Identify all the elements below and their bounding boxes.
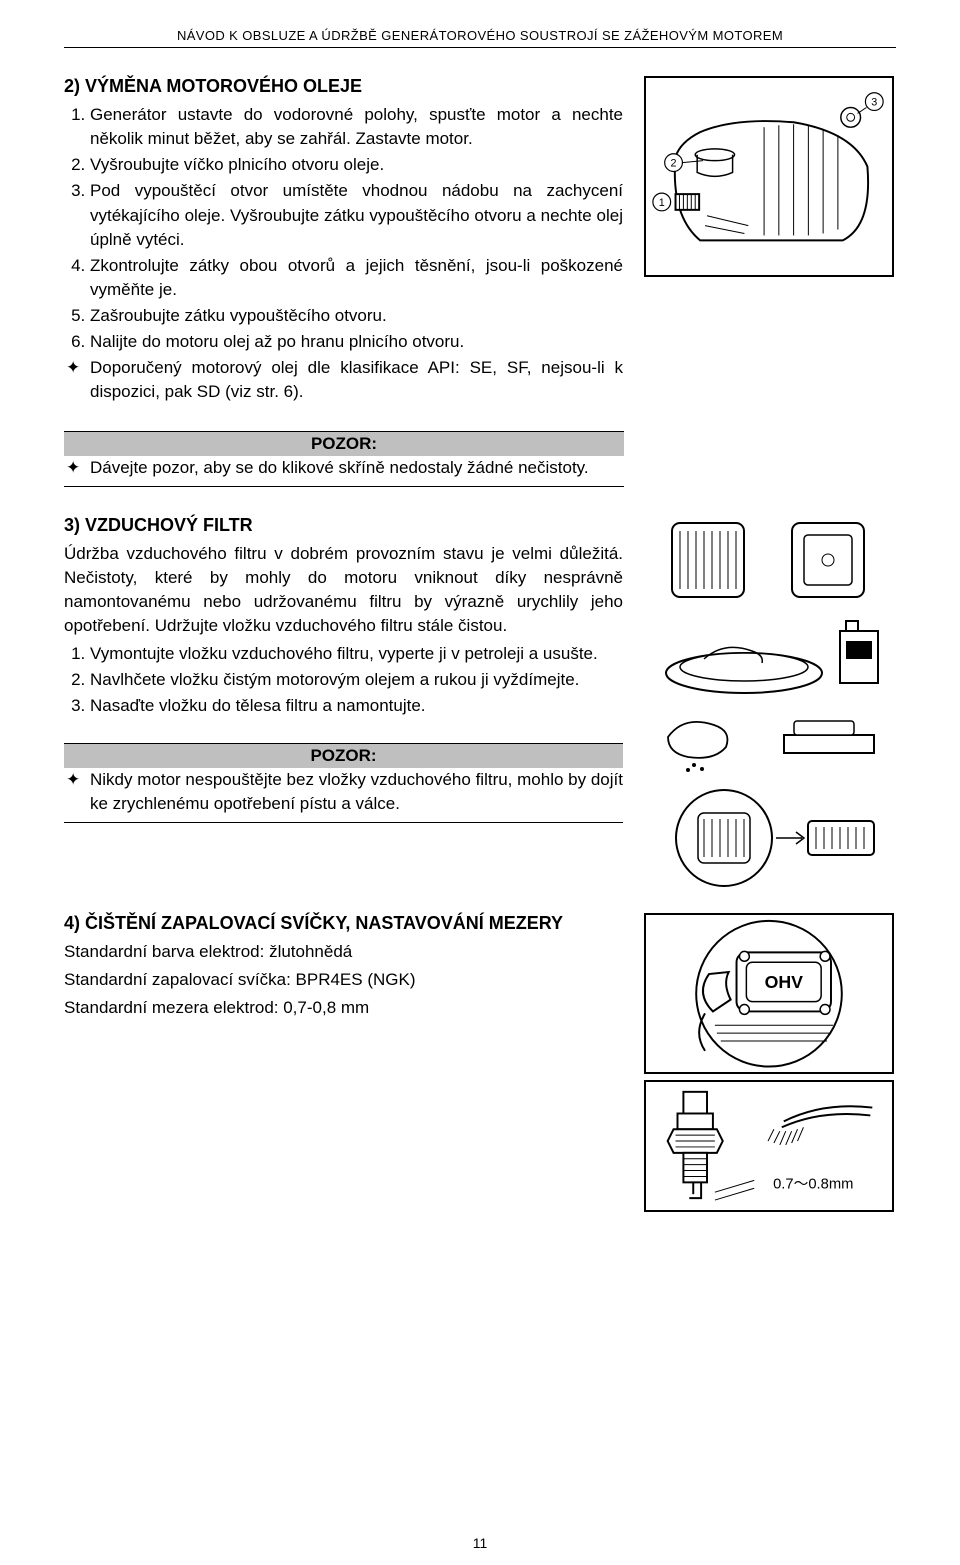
section-oil-change: 2) VÝMĚNA MOTOROVÉHO OLEJE Generátor ust… <box>64 76 896 407</box>
section2-item: Generátor ustavte do vodorovné polohy, s… <box>90 103 623 151</box>
pozor-block-1: POZOR: Dávejte pozor, aby se do klikové … <box>64 431 624 487</box>
section3-list: Vymontujte vložku vzduchového filtru, vy… <box>64 642 623 718</box>
section4-title: 4) ČIŠTĚNÍ ZAPALOVACÍ SVÍČKY, NASTAVOVÁN… <box>64 913 623 934</box>
pozor1-list: Dávejte pozor, aby se do klikové skříně … <box>64 456 624 480</box>
pozor-label-2: POZOR: <box>64 744 623 768</box>
air-filter-figure-4 <box>644 783 894 893</box>
section2-item: Vyšroubujte víčko plnicího otvoru oleje. <box>90 153 623 177</box>
section4-figures: OHV <box>641 913 896 1212</box>
running-header: NÁVOD K OBSLUZE A ÚDRŽBĚ GENERÁTOROVÉHO … <box>64 28 896 48</box>
section3-figures <box>641 515 896 893</box>
callout-2: 2 <box>670 158 676 170</box>
pozor2-text: Nikdy motor nespouštějte bez vložky vzdu… <box>90 768 623 816</box>
section4-line3: Standardní mezera elektrod: 0,7-0,8 mm <box>64 996 623 1020</box>
gap-dimension-label: 0.7～0.8mm <box>773 1176 853 1192</box>
spark-plug-engine-figure: OHV <box>644 913 894 1074</box>
page: NÁVOD K OBSLUZE A ÚDRŽBĚ GENERÁTOROVÉHO … <box>0 0 960 1565</box>
section-spark-plug: 4) ČIŠTĚNÍ ZAPALOVACÍ SVÍČKY, NASTAVOVÁN… <box>64 913 896 1212</box>
air-filter-figure-1 <box>644 515 894 605</box>
section4-text: 4) ČIŠTĚNÍ ZAPALOVACÍ SVÍČKY, NASTAVOVÁN… <box>64 913 623 1212</box>
oil-drain-figure: 1 2 3 <box>644 76 894 277</box>
section3-item: Navlhčete vložku čistým motorovým olejem… <box>90 668 623 692</box>
page-number: 11 <box>0 1535 960 1551</box>
section2-item: Zašroubujte zátku vypouštěcího otvoru. <box>90 304 623 328</box>
section2-item: Nalijte do motoru olej až po hranu plnic… <box>90 330 623 354</box>
air-filter-figure-2 <box>644 611 894 701</box>
section3-intro: Údržba vzduchového filtru v dobrém provo… <box>64 542 623 639</box>
section3-title: 3) VZDUCHOVÝ FILTR <box>64 515 623 536</box>
section2-item: Pod vypouštěcí otvor umístěte vhodnou ná… <box>90 179 623 251</box>
section2-text: 2) VÝMĚNA MOTOROVÉHO OLEJE Generátor ust… <box>64 76 623 407</box>
pozor-label: POZOR: <box>64 432 624 456</box>
section3-item: Nasaďte vložku do tělesa filtru a namont… <box>90 694 623 718</box>
callout-3: 3 <box>871 97 877 109</box>
section3-text: 3) VZDUCHOVÝ FILTR Údržba vzduchového fi… <box>64 515 623 893</box>
pozor2-list: Nikdy motor nespouštějte bez vložky vzdu… <box>64 768 623 816</box>
section2-note-list: Doporučený motorový olej dle klasifikace… <box>64 356 623 404</box>
pozor-block-2: POZOR: Nikdy motor nespouštějte bez vlož… <box>64 743 623 823</box>
section2-item: Zkontrolujte zátky obou otvorů a jejich … <box>90 254 623 302</box>
pozor1-text: Dávejte pozor, aby se do klikové skříně … <box>90 456 624 480</box>
section4-line2: Standardní zapalovací svíčka: BPR4ES (NG… <box>64 968 623 992</box>
section-air-filter: 3) VZDUCHOVÝ FILTR Údržba vzduchového fi… <box>64 515 896 893</box>
section2-title: 2) VÝMĚNA MOTOROVÉHO OLEJE <box>64 76 623 97</box>
spark-plug-gap-figure: 0.7～0.8mm <box>644 1080 894 1212</box>
ohv-label: OHV <box>764 971 803 991</box>
section2-list: Generátor ustavte do vodorovné polohy, s… <box>64 103 623 354</box>
section2-figure-column: 1 2 3 <box>641 76 896 407</box>
section3-item: Vymontujte vložku vzduchového filtru, vy… <box>90 642 623 666</box>
callout-1: 1 <box>658 197 664 209</box>
section2-note: Doporučený motorový olej dle klasifikace… <box>90 356 623 404</box>
air-filter-figure-3 <box>644 707 894 777</box>
section4-line1: Standardní barva elektrod: žlutohnědá <box>64 940 623 964</box>
